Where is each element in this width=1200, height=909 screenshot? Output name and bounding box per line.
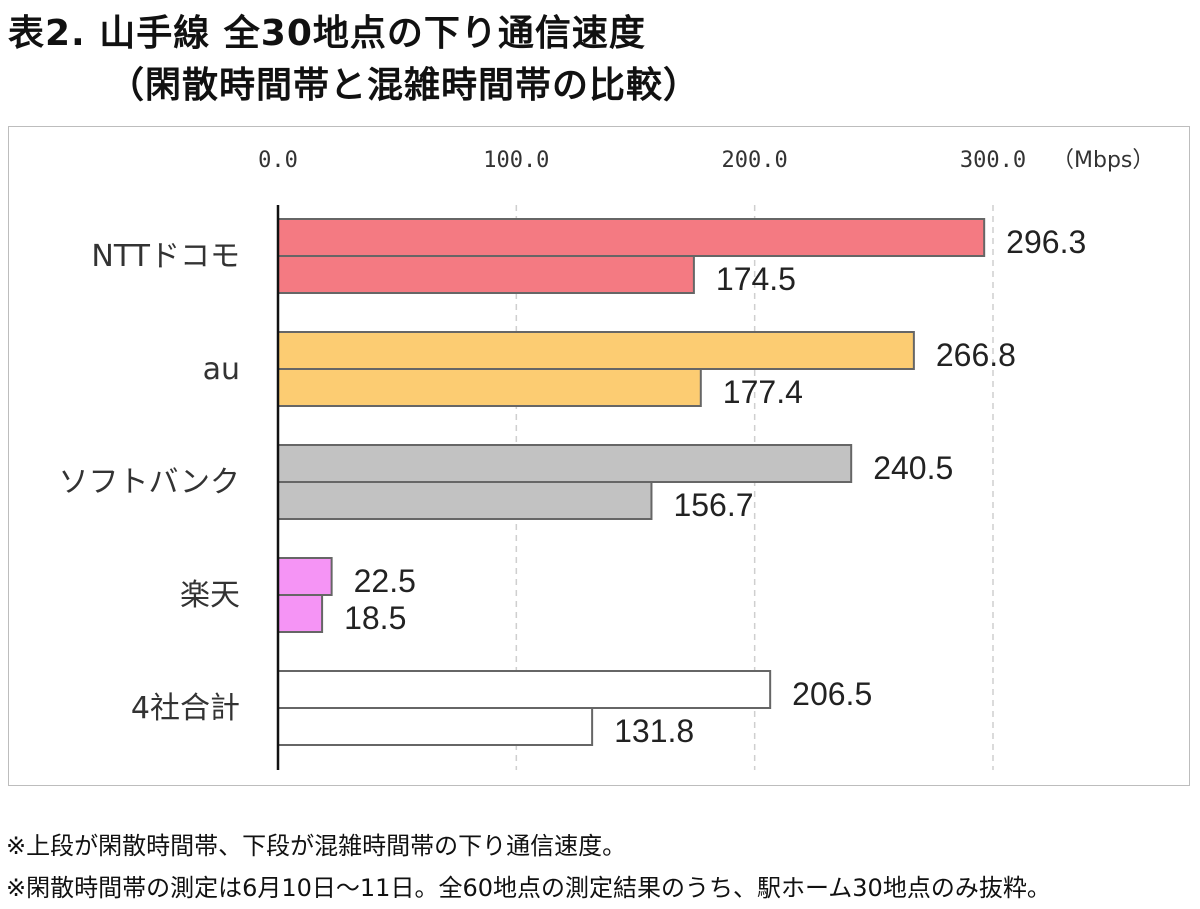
bar [277,481,653,520]
footnote-1: ※上段が閑散時間帯、下段が混雑時間帯の下り通信速度。 [6,832,627,860]
category-label: au [203,352,240,387]
category-label: 4社合計 [131,691,240,726]
chart-subtitle: （閑散時間帯と混雑時間帯の比較） [108,65,701,106]
x-tick-label: 200.0 [722,148,788,173]
data-label: 18.5 [344,600,406,636]
data-label: 22.5 [354,563,416,599]
category-label: ソフトバンク [59,465,241,500]
data-label: 266.8 [936,337,1016,373]
data-label: 174.5 [716,261,796,297]
footnote-2: ※閑散時間帯の測定は6月10日～11日。全60地点の測定結果のうち、駅ホーム30… [6,874,1051,902]
bar [277,707,594,746]
bar [277,331,915,370]
bar [277,670,772,709]
bar [277,444,853,483]
data-label: 177.4 [723,374,803,410]
data-label: 156.7 [673,487,753,523]
category-label: NTTドコモ [91,239,240,274]
bar [277,218,986,257]
chart-title: 表2. 山手線 全30地点の下り通信速度 [8,13,646,54]
x-tick-label: 300.0 [960,148,1026,173]
bar [277,255,695,294]
data-label: 296.3 [1006,224,1086,260]
unit-label: （Mbps） [1052,148,1154,173]
x-tick-label: 0.0 [258,148,298,173]
x-tick-label: 100.0 [483,148,549,173]
bar [277,557,333,596]
bar [277,368,702,407]
data-label: 240.5 [873,450,953,486]
data-label: 206.5 [792,676,872,712]
data-label: 131.8 [614,713,694,749]
bar [277,594,324,633]
category-label: 楽天 [180,578,240,613]
